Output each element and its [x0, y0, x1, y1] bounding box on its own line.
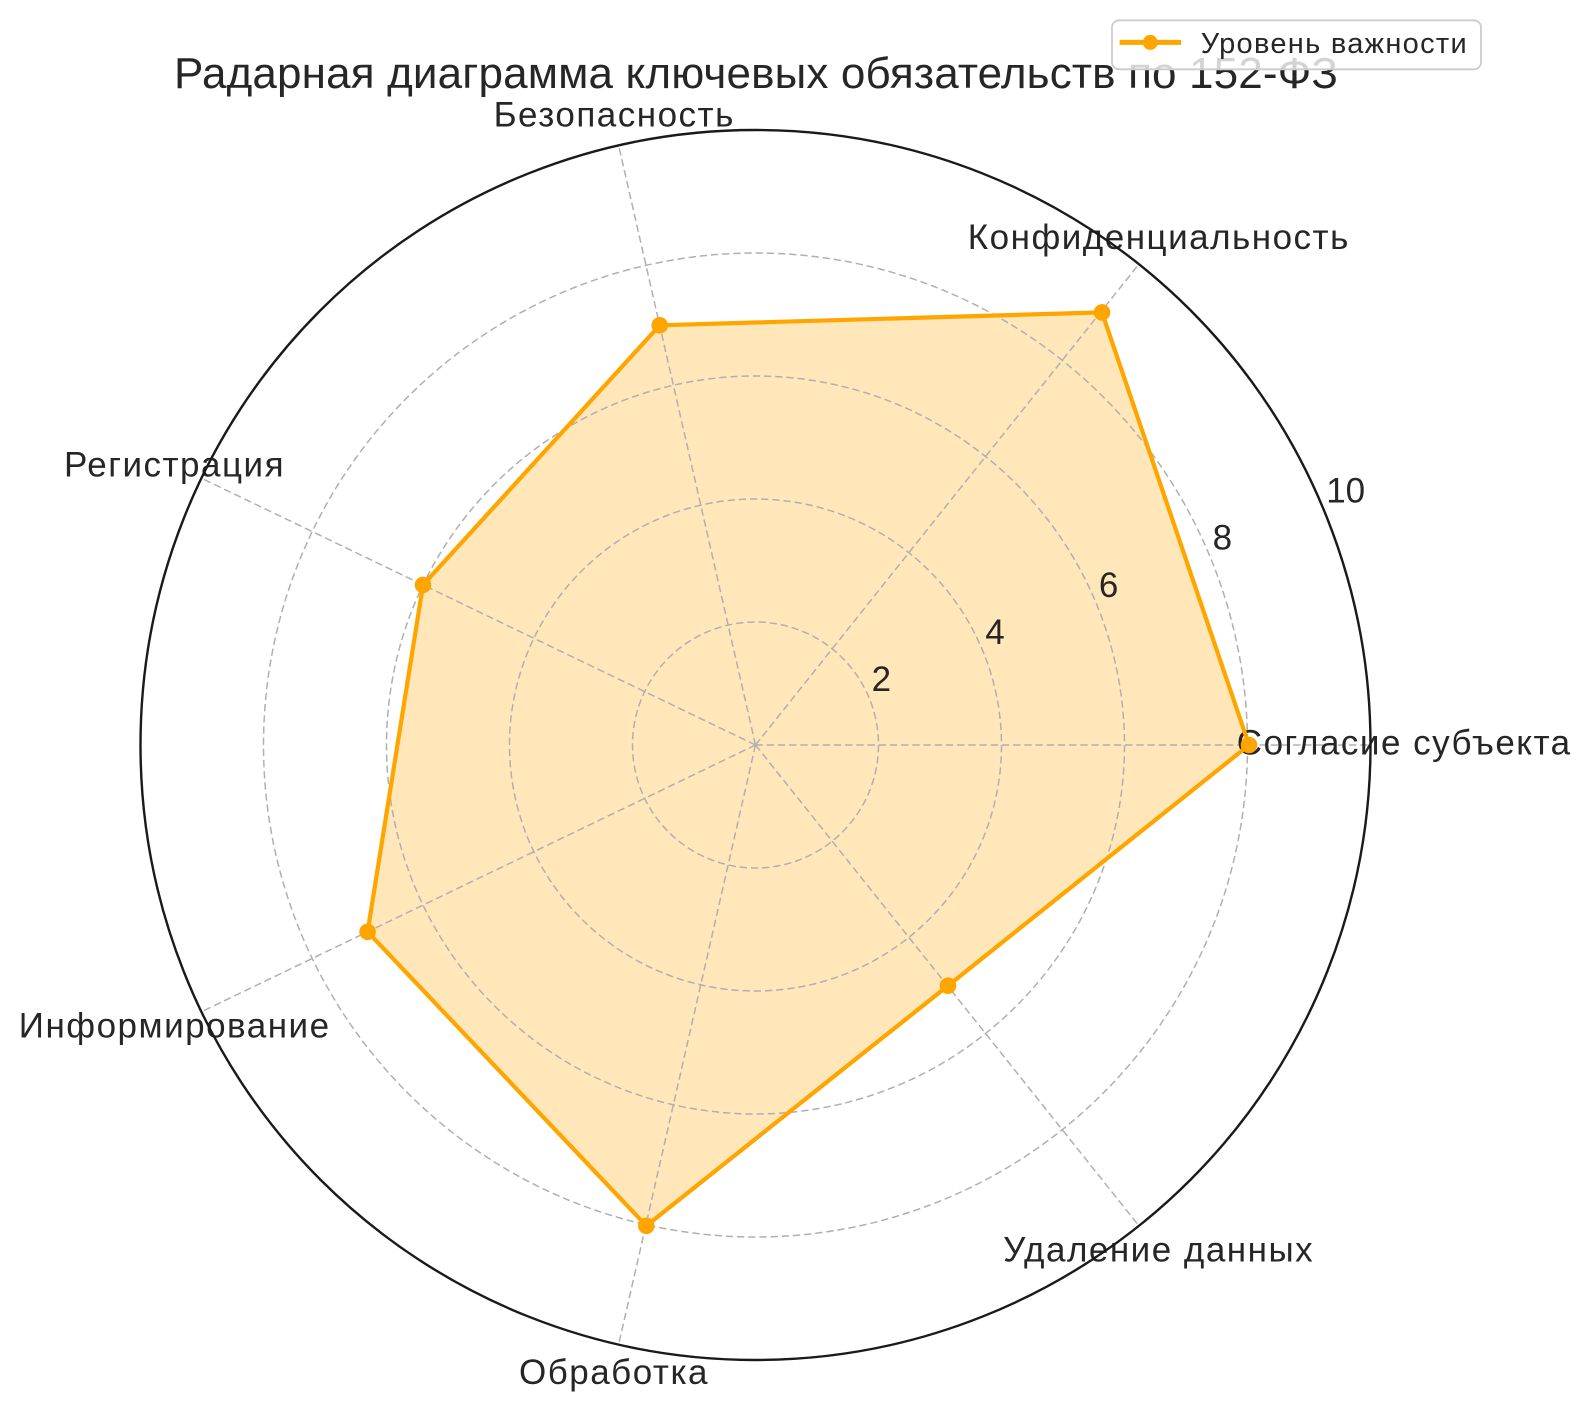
svg-text:10: 10	[1326, 472, 1365, 511]
svg-text:6: 6	[1099, 566, 1118, 605]
svg-text:Регистрация: Регистрация	[64, 446, 285, 485]
svg-text:Удаление данных: Удаление данных	[1003, 1230, 1314, 1269]
svg-text:2: 2	[872, 660, 891, 699]
svg-text:Информирование: Информирование	[19, 1006, 331, 1045]
svg-text:Безопасность: Безопасность	[494, 96, 735, 135]
svg-text:Уровень важности: Уровень важности	[1201, 28, 1468, 60]
svg-text:4: 4	[985, 613, 1004, 652]
svg-text:Обработка: Обработка	[519, 1353, 709, 1392]
svg-text:Согласие субъекта: Согласие субъекта	[1237, 724, 1572, 763]
svg-text:8: 8	[1213, 519, 1232, 558]
svg-text:Конфиденциальность: Конфиденциальность	[968, 218, 1350, 257]
